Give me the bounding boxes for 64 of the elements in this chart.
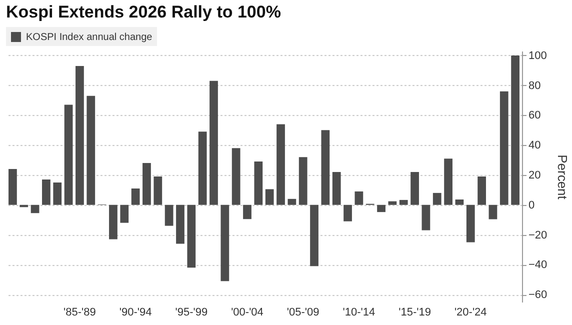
y-tick-label: −40 (528, 259, 548, 272)
bar (220, 204, 230, 282)
x-tick-label: '85-'89 (64, 306, 96, 318)
bar (53, 182, 62, 205)
bar (500, 91, 508, 205)
y-tick-label: 0 (528, 199, 535, 212)
bar (176, 204, 184, 244)
x-tick-label: '10-'14 (342, 306, 376, 318)
y-tick-label: 80 (528, 80, 541, 92)
bar (488, 204, 498, 220)
bar (210, 80, 218, 205)
legend-label: KOSPI Index annual change (26, 32, 153, 43)
bar (310, 204, 318, 266)
bar (76, 66, 84, 205)
x-tick-label: '20-'24 (454, 306, 487, 318)
x-tick-label: '15-'19 (398, 306, 431, 318)
bar (187, 204, 196, 268)
bar (42, 179, 50, 205)
y-tick-label: 60 (528, 110, 541, 122)
y-tick-label: 40 (528, 140, 541, 152)
bar (388, 201, 397, 205)
bar (444, 158, 452, 205)
bar (377, 204, 386, 212)
bar (30, 204, 40, 214)
bar (131, 188, 140, 205)
bar (344, 204, 352, 222)
bar (265, 189, 274, 205)
bar (254, 162, 263, 205)
bar (511, 55, 520, 205)
y-tick-label: 20 (528, 170, 541, 182)
bar (232, 148, 240, 205)
bar (276, 124, 285, 205)
bar (332, 172, 341, 205)
bar (164, 204, 174, 226)
bar (321, 130, 330, 205)
x-tick-label: '05-'09 (286, 306, 320, 318)
bar (142, 163, 151, 205)
bar (288, 198, 296, 205)
bar (198, 132, 207, 205)
bar (86, 96, 96, 205)
bar (422, 204, 430, 230)
y-tick-label: −60 (528, 289, 548, 302)
bar (466, 204, 475, 242)
bar (432, 192, 442, 205)
x-tick-label: '00-'04 (231, 306, 264, 318)
bar (399, 200, 408, 205)
bar (154, 176, 162, 205)
bar (478, 176, 486, 205)
bar (109, 204, 118, 240)
y-axis-title: Percent (555, 154, 570, 200)
bar (8, 169, 17, 205)
bar (120, 204, 129, 223)
x-tick-label: '95-'99 (175, 306, 208, 318)
x-tick-label: '90-'94 (119, 306, 152, 318)
bar (298, 157, 308, 205)
bar (20, 204, 28, 208)
bar (410, 172, 419, 205)
y-tick-label: −20 (528, 229, 548, 242)
y-tick-label: 100 (528, 50, 547, 62)
bar (455, 200, 464, 205)
bar (354, 191, 364, 205)
chart-title: Kospi Extends 2026 Rally to 100% (6, 2, 281, 22)
bar (243, 204, 252, 220)
bar (64, 104, 73, 205)
